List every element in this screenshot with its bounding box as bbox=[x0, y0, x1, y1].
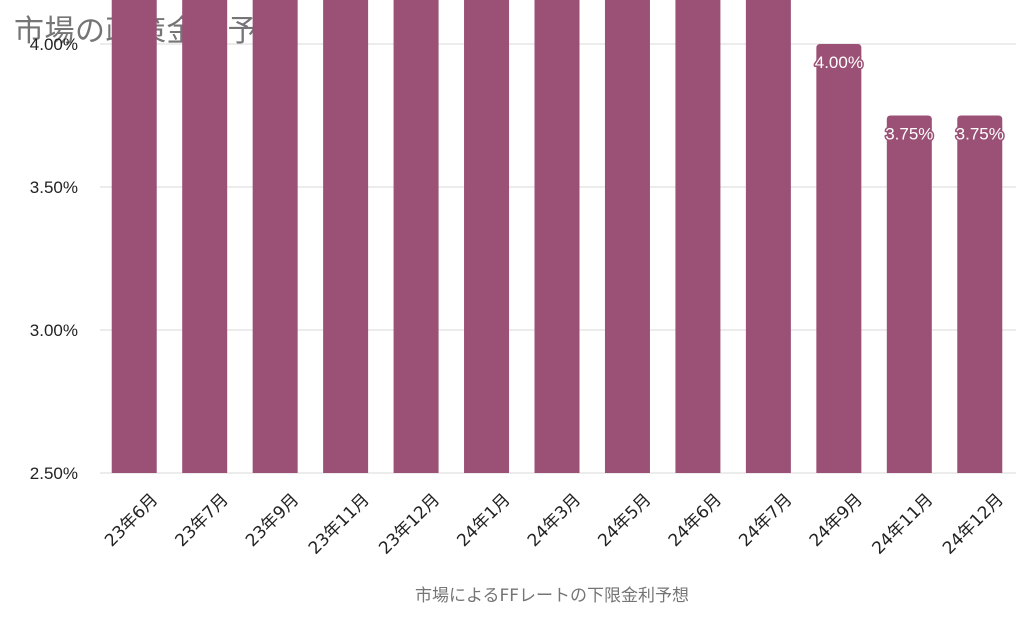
x-tick-label: 24年3月 bbox=[524, 490, 585, 551]
bar bbox=[604, 0, 650, 473]
x-tick-label: 24年12月 bbox=[939, 490, 1008, 559]
bar bbox=[675, 0, 721, 473]
bar bbox=[323, 0, 369, 473]
bar bbox=[816, 44, 862, 473]
data-labels: 5.00%5.25%5.25%5.25%5.25%5.00%5.00%4.75%… bbox=[743, 0, 1006, 145]
data-label: 3.75% bbox=[885, 125, 933, 144]
x-axis-ticks: 23年6月 23年7月 23年9月 23年11月 23年12月 24年1月 24年3月 24年… bbox=[101, 490, 1008, 559]
x-tick-label: 23年11月 bbox=[305, 490, 374, 559]
x-tick-label: 24年9月 bbox=[806, 490, 867, 551]
bar bbox=[957, 115, 1003, 473]
bar bbox=[534, 0, 580, 473]
bar bbox=[111, 0, 157, 473]
y-axis-ticks: 2.50%3.00%3.50%4.00%4.50%5.00% bbox=[30, 35, 78, 483]
x-tick-label: 23年7月 bbox=[172, 490, 233, 551]
bar bbox=[745, 0, 791, 473]
data-label: 3.75% bbox=[956, 125, 1004, 144]
x-axis-title: 市場によるFFレートの下限金利予想 bbox=[415, 586, 689, 606]
data-label: 4.00% bbox=[815, 53, 863, 72]
y-tick-label: 4.00% bbox=[30, 35, 78, 54]
y-tick-label: 3.00% bbox=[30, 321, 78, 340]
bar bbox=[252, 0, 298, 473]
bar bbox=[182, 0, 228, 473]
x-tick-label: 23年9月 bbox=[242, 490, 303, 551]
x-tick-label: 24年5月 bbox=[594, 490, 655, 551]
x-tick-label: 24年1月 bbox=[453, 490, 514, 551]
y-tick-label: 2.50% bbox=[30, 464, 78, 483]
data-label: 4.25% bbox=[744, 0, 792, 1]
x-tick-label: 23年6月 bbox=[101, 490, 162, 551]
y-tick-label: 3.50% bbox=[30, 178, 78, 197]
x-tick-label: 24年6月 bbox=[665, 490, 726, 551]
bar bbox=[464, 0, 510, 473]
x-tick-label: 24年7月 bbox=[735, 490, 796, 551]
bar bbox=[393, 0, 439, 473]
bars bbox=[111, 0, 1003, 473]
x-tick-label: 24年11月 bbox=[869, 490, 938, 559]
x-tick-label: 23年12月 bbox=[375, 490, 444, 559]
bar bbox=[886, 115, 932, 473]
